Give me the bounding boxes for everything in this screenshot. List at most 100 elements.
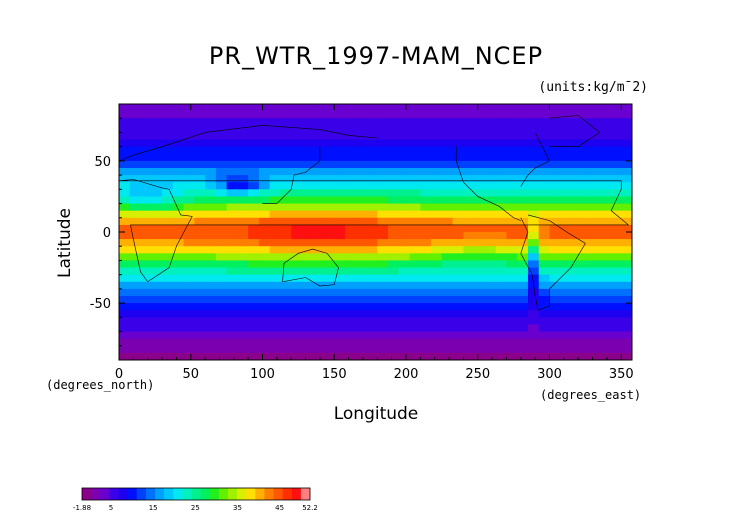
heatmap-cell <box>205 139 217 148</box>
heatmap-cell <box>205 288 217 297</box>
heatmap-cell <box>172 139 185 148</box>
colorbar-swatch <box>273 488 284 500</box>
heatmap-cell <box>517 331 529 340</box>
heatmap-cell <box>366 118 378 126</box>
heatmap-cell <box>603 281 615 290</box>
heatmap-cell <box>280 296 292 304</box>
heatmap-cell <box>280 345 292 354</box>
heatmap-cell <box>129 203 142 212</box>
heatmap-cell <box>226 296 238 304</box>
heatmap-cell <box>603 239 615 247</box>
heatmap-cell <box>614 239 626 247</box>
heatmap-cell <box>431 196 443 205</box>
heatmap-cell <box>355 168 368 176</box>
heatmap-cell <box>377 345 389 354</box>
heatmap-cell <box>431 217 443 226</box>
heatmap-cell <box>527 104 540 112</box>
heatmap-cell <box>258 324 271 333</box>
heatmap-cell <box>527 160 540 169</box>
heatmap-cell <box>129 182 142 190</box>
heatmap-cell <box>484 267 497 276</box>
heatmap-cell <box>258 139 271 148</box>
heatmap-cell <box>474 310 486 318</box>
heatmap-cell <box>151 153 163 162</box>
heatmap-cell <box>377 274 389 283</box>
heatmap-cell <box>269 224 282 233</box>
heatmap-cell <box>194 217 206 226</box>
heatmap-cell <box>280 217 292 226</box>
heatmap-cell <box>495 118 508 126</box>
heatmap-cell <box>463 139 475 148</box>
heatmap-cell <box>194 125 206 134</box>
heatmap-cell <box>581 274 594 283</box>
heatmap-cell <box>614 246 626 254</box>
heatmap-cell <box>162 182 174 190</box>
heatmap-cell <box>183 274 195 283</box>
heatmap-cell <box>355 288 368 297</box>
heatmap-cell <box>517 182 529 190</box>
heatmap-cell <box>301 203 314 212</box>
heatmap-cell <box>474 338 486 347</box>
heatmap-cell <box>194 260 206 269</box>
heatmap-cell <box>571 217 583 226</box>
heatmap-cell <box>129 189 142 198</box>
heatmap-cell <box>495 303 508 311</box>
heatmap-cell <box>538 288 551 297</box>
heatmap-cell <box>517 296 529 304</box>
heatmap-cell <box>334 246 346 254</box>
heatmap-cell <box>280 224 292 233</box>
heatmap-cell <box>140 125 152 134</box>
heatmap-cell <box>301 296 314 304</box>
heatmap-cell <box>560 104 572 112</box>
heatmap-cell <box>119 296 131 304</box>
heatmap-cell <box>474 303 486 311</box>
heatmap-cell <box>452 168 464 176</box>
heatmap-cell <box>538 118 551 126</box>
heatmap-cell <box>377 139 389 148</box>
heatmap-cell <box>323 118 335 126</box>
heatmap-cell <box>129 246 142 254</box>
heatmap-cell <box>226 217 238 226</box>
heatmap-cell <box>538 189 551 198</box>
heatmap-cell <box>560 203 572 212</box>
heatmap-cell <box>183 146 195 155</box>
heatmap-cell <box>269 260 282 269</box>
heatmap-cell <box>420 189 432 198</box>
heatmap-cell <box>205 182 217 190</box>
heatmap-cell <box>140 331 152 340</box>
heatmap-cell <box>527 196 540 205</box>
heatmap-cell <box>140 153 152 162</box>
heatmap-cell <box>280 232 292 240</box>
heatmap-cell <box>183 338 195 347</box>
heatmap-cell <box>581 352 594 360</box>
heatmap-cell <box>183 281 195 290</box>
heatmap-cell <box>538 274 551 283</box>
heatmap-cell <box>226 352 238 360</box>
heatmap-cell <box>205 210 217 219</box>
heatmap-cell <box>441 267 454 276</box>
heatmap-cell <box>129 111 142 119</box>
heatmap-cell <box>420 175 432 183</box>
heatmap-cell <box>463 160 475 169</box>
heatmap-cell <box>538 132 551 141</box>
heatmap-cell <box>377 132 389 141</box>
heatmap-cell <box>377 352 389 360</box>
heatmap-cell <box>248 168 260 176</box>
heatmap-cell <box>345 324 357 333</box>
heatmap-cell <box>420 253 432 262</box>
colorbar-swatch <box>237 488 247 500</box>
heatmap-cell <box>334 303 346 311</box>
heatmap-cell <box>237 217 249 226</box>
heatmap-cell <box>291 111 303 119</box>
heatmap-cell <box>420 296 432 304</box>
colorbar-tick-label: -1.88 <box>73 504 91 512</box>
heatmap-cell <box>571 317 583 326</box>
heatmap-cell <box>248 160 260 169</box>
heatmap-cell <box>301 132 314 141</box>
heatmap-cell <box>452 175 464 183</box>
heatmap-cell <box>463 324 475 333</box>
heatmap-cell <box>312 296 325 304</box>
heatmap-cell <box>571 196 583 205</box>
heatmap-cell <box>452 246 464 254</box>
heatmap-cell <box>183 175 195 183</box>
